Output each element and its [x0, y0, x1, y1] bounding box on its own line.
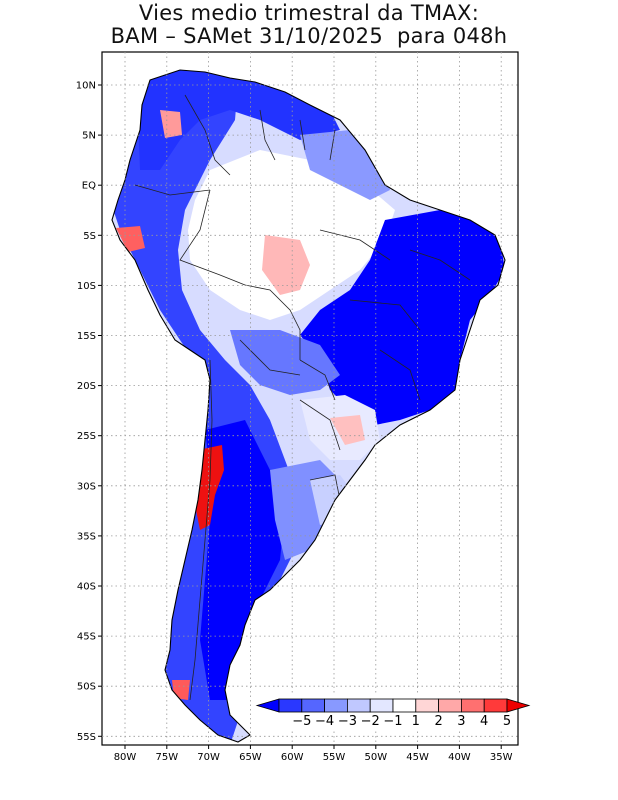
lat-tick-label: 5S — [83, 231, 96, 242]
title-line-2: BAM – SAMet 31/10/2025 para 048h — [110, 24, 508, 48]
lon-tick-label: 75W — [155, 752, 178, 763]
longitude-axis: 80W 75W 70W 65W 60W 55W 50W 45W 40W 35W — [114, 745, 513, 763]
colombia-warm-spot — [160, 110, 182, 138]
lon-tick-label: 50W — [364, 752, 387, 763]
lat-tick-label: 10N — [76, 81, 96, 92]
coastline — [111, 69, 506, 743]
border-brazil-states — [319, 229, 471, 401]
colorbar-box — [369, 698, 394, 713]
colorbar: −5 −4 −3 −2 −1 1 2 3 4 5 — [252, 695, 531, 730]
south-brazil-warm — [330, 415, 365, 445]
border-argentina-brazil — [299, 399, 341, 451]
lat-tick-label: EQ — [82, 181, 96, 192]
central-moderate-cold — [230, 330, 340, 395]
border-venezuela-guyana — [259, 109, 276, 161]
colorbar-box — [438, 698, 462, 713]
border-brazil-bolivia — [244, 284, 301, 360]
colorbar-label: −5 — [292, 714, 311, 729]
patagonia-strong-cold — [200, 420, 285, 700]
lon-tick-label: 55W — [323, 752, 346, 763]
lat-tick-label: 40S — [77, 582, 96, 593]
border-guianas — [299, 119, 336, 161]
amazon-warm — [262, 235, 310, 295]
lat-tick-label: 55S — [77, 732, 96, 743]
border-uruguay — [309, 474, 341, 501]
colorbar-label: −1 — [383, 714, 402, 729]
lat-tick-label: 15S — [77, 331, 96, 342]
lon-tick-label: 70W — [197, 752, 220, 763]
colorbar-box — [301, 698, 325, 713]
colorbar-high-arrow — [506, 698, 531, 713]
border-argentina-chile — [189, 359, 213, 701]
lon-tick-label: 80W — [114, 752, 137, 763]
border-brazil-peru — [179, 189, 246, 286]
peru-warm-spot — [116, 226, 145, 252]
colorbar-label: 5 — [503, 714, 511, 729]
border-colombia-peru — [134, 184, 211, 196]
lat-tick-label: 20S — [77, 381, 96, 392]
brazil-strong-cold — [300, 210, 505, 425]
grid-lines — [102, 52, 518, 745]
colorbar-label: 3 — [457, 714, 465, 729]
lat-tick-label: 45S — [77, 632, 96, 643]
colorbar-label: 1 — [412, 714, 420, 729]
lat-tick-label: 5N — [82, 131, 96, 142]
lon-tick-label: 65W — [239, 752, 262, 763]
lat-tick-label: 35S — [77, 531, 96, 542]
colorbar-box — [392, 698, 417, 713]
lat-tick-label: 10S — [77, 281, 96, 292]
colorbar-label: −2 — [361, 714, 380, 729]
lat-tick-label: 25S — [77, 431, 96, 442]
colorbar-label: 2 — [434, 714, 442, 729]
lon-tick-label: 45W — [406, 752, 429, 763]
lon-tick-label: 40W — [448, 752, 471, 763]
country-borders — [134, 94, 471, 701]
lon-tick-label: 60W — [281, 752, 304, 763]
colorbar-box — [324, 698, 348, 713]
map-title: Vies medio trimestral da TMAX: BAM – SAM… — [0, 2, 618, 48]
colorbar-label: −3 — [338, 714, 357, 729]
colorbar-label: −4 — [315, 714, 334, 729]
lat-tick-label: 30S — [77, 481, 96, 492]
colorbar-box — [278, 698, 303, 713]
title-line-1: Vies medio trimestral da TMAX: — [138, 1, 480, 25]
lat-tick-label: 50S — [77, 682, 96, 693]
colorbar-box — [460, 698, 485, 713]
colorbar-box — [483, 698, 508, 713]
colorbar-label: 4 — [480, 714, 488, 729]
colorbar-box — [415, 698, 439, 713]
border-colombia-venezuela — [184, 94, 231, 176]
colorbar-box — [346, 698, 371, 713]
latitude-axis: 10N 5N EQ 5S 10S 15S 20S 25S 30S 35S 40S 45S 50S 55S — [76, 81, 102, 743]
lon-tick-label: 35W — [490, 752, 513, 763]
border-paraguay-brazil — [299, 359, 336, 401]
